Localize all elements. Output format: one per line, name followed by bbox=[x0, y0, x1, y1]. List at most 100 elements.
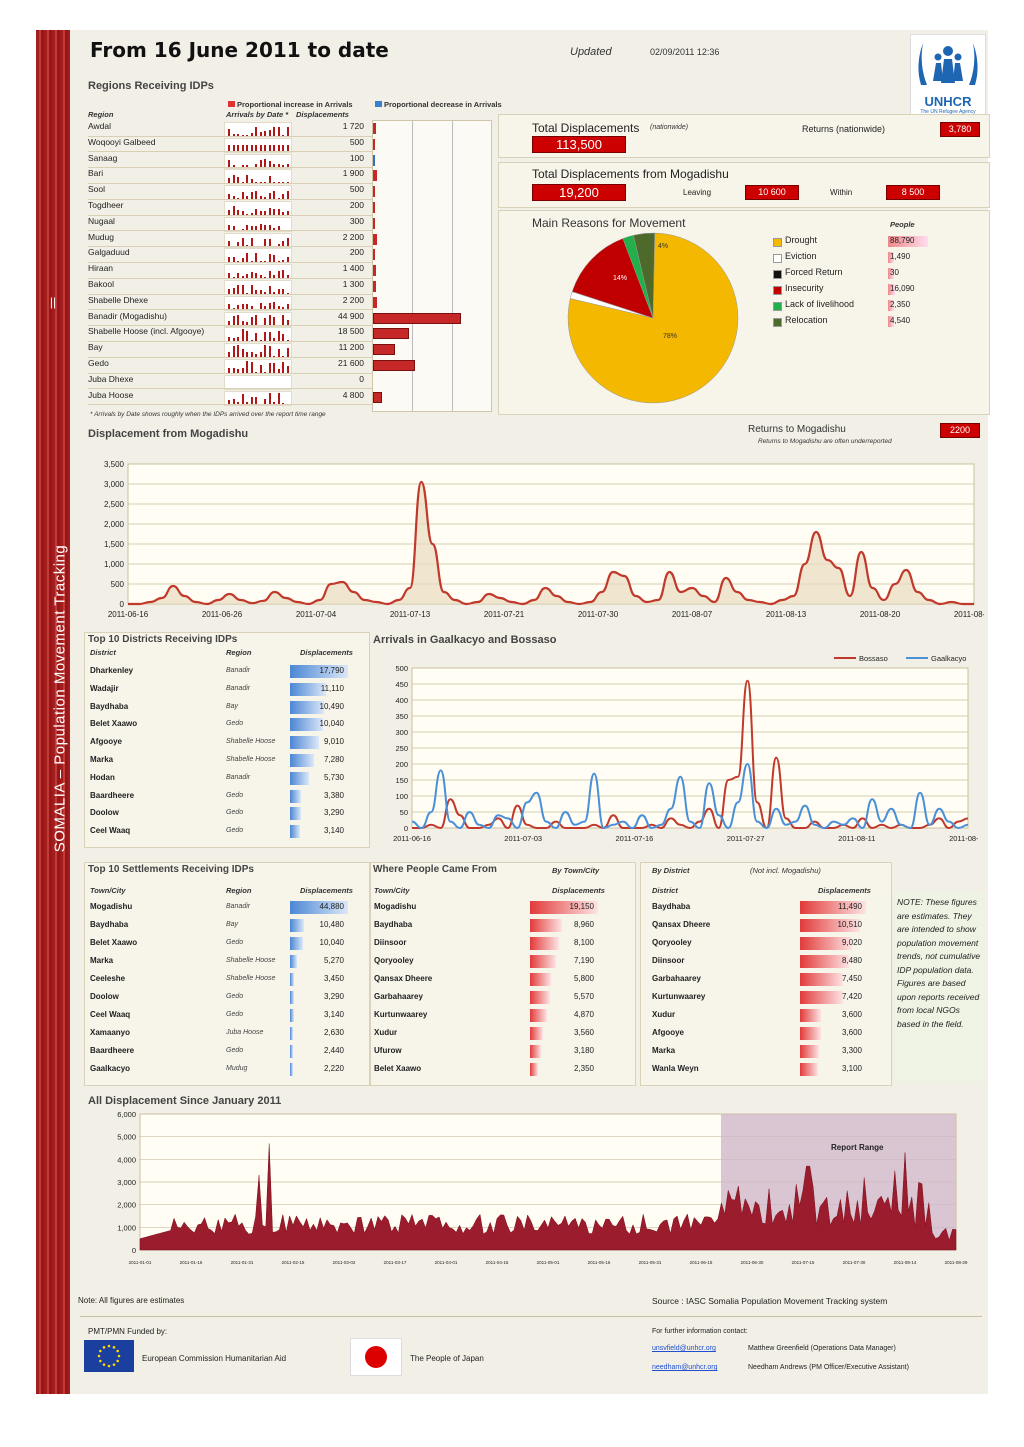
sparkline-bar bbox=[282, 334, 284, 342]
table-row-bar bbox=[290, 1027, 294, 1040]
contact-email-2[interactable]: needham@unhcr.org bbox=[652, 1364, 718, 1371]
table-row-name: Kurtunwaarey bbox=[652, 992, 706, 1001]
table-row-bar bbox=[530, 937, 559, 950]
x-tick-label: 2011-07-03 bbox=[504, 834, 542, 843]
sparkline-bar bbox=[246, 144, 248, 152]
x-tick-label: 2011-08-11 bbox=[838, 834, 875, 843]
y-tick-label: 100 bbox=[395, 792, 408, 801]
table-row-bar bbox=[290, 736, 320, 750]
ts-col1: Town/City bbox=[90, 886, 126, 895]
y-tick-label: 200 bbox=[395, 760, 408, 769]
region-sparkline bbox=[224, 295, 292, 311]
contact-email-1[interactable]: unsvfield@unhcr.org bbox=[652, 1345, 716, 1352]
sparkline-bar bbox=[232, 368, 235, 373]
sparkline-bar bbox=[282, 307, 284, 310]
y-tick-label: 2,000 bbox=[117, 1201, 136, 1210]
region-sparkline bbox=[224, 390, 292, 406]
region-sparkline bbox=[224, 185, 292, 201]
sparkline-bar bbox=[228, 144, 230, 152]
y-tick-label: 2,500 bbox=[104, 500, 125, 509]
sparkline-bar bbox=[286, 347, 289, 358]
table-row-value: 8,480 bbox=[841, 956, 862, 965]
region-sparkline bbox=[224, 248, 292, 264]
region-displacements: 11 200 bbox=[338, 342, 364, 353]
table-row-value: 8,960 bbox=[573, 920, 594, 929]
sparkline-bar bbox=[268, 331, 271, 342]
td-col1: District bbox=[90, 648, 116, 657]
region-displacements: 300 bbox=[349, 215, 364, 226]
report-range-label: Report Range bbox=[831, 1143, 884, 1152]
table-row-value: 9,010 bbox=[323, 737, 344, 747]
total-value: 113,500 bbox=[532, 136, 626, 153]
table-row-bar bbox=[290, 919, 304, 932]
table-row-value: 2,630 bbox=[323, 1028, 344, 1037]
eu-star-icon bbox=[102, 1346, 106, 1349]
region-displacements: 200 bbox=[349, 247, 364, 258]
sparkline-bar bbox=[264, 331, 266, 342]
table-row-bar bbox=[800, 1027, 821, 1040]
region-name: Mudug bbox=[88, 231, 114, 242]
y-tick-label: 3,500 bbox=[104, 460, 125, 469]
table-row-name: Diinsoor bbox=[652, 956, 685, 965]
top-settlements-panel bbox=[84, 862, 370, 1086]
region-bar bbox=[373, 249, 375, 261]
sparkline-bar bbox=[250, 260, 253, 263]
footer-divider bbox=[80, 1316, 982, 1317]
by-district-note: (Not incl. Mogadishu) bbox=[750, 866, 821, 875]
table-row-bar bbox=[530, 991, 550, 1004]
sparkline-bar bbox=[250, 144, 253, 152]
funder-eu: European Commission Humanitarian Aid bbox=[142, 1354, 287, 1363]
region-sparkline bbox=[224, 359, 292, 374]
sparkline-bar bbox=[228, 288, 230, 294]
y-tick-label: 400 bbox=[395, 696, 408, 705]
region-sparkline bbox=[224, 137, 292, 153]
region-name: Nugaal bbox=[88, 215, 115, 226]
sparkline-bar bbox=[237, 242, 239, 247]
sparkline-bar bbox=[241, 257, 244, 263]
sparkline-bar bbox=[228, 257, 230, 263]
footer-source: Source : IASC Somalia Population Movemen… bbox=[652, 1296, 888, 1306]
sparkline-bar bbox=[264, 345, 266, 358]
y-tick-label: 350 bbox=[395, 712, 408, 721]
sparkline-bar bbox=[277, 181, 280, 184]
within-label: Within bbox=[830, 188, 853, 197]
sparkline-bar bbox=[268, 363, 271, 373]
contact-title: For further information contact: bbox=[652, 1328, 748, 1335]
table-row-name: Belet Xaawo bbox=[374, 1064, 422, 1073]
sparkline-bar bbox=[259, 364, 262, 373]
sparkline-bar bbox=[268, 192, 271, 200]
y-tick-label: 1,500 bbox=[104, 540, 125, 549]
table-row-bar bbox=[800, 1009, 821, 1022]
legend-value-bar bbox=[888, 284, 896, 295]
sparkline-bar bbox=[259, 274, 262, 279]
sparkline-bar bbox=[282, 270, 284, 279]
table-row-name: Qansax Dheere bbox=[374, 974, 433, 983]
sparkline-bar bbox=[237, 285, 239, 294]
sparkline-bar bbox=[268, 271, 271, 279]
table-row-name: Doolow bbox=[90, 992, 119, 1001]
legend-value-bar bbox=[888, 236, 928, 247]
sparkline-bar bbox=[241, 210, 244, 215]
legend-label: Relocation bbox=[785, 315, 828, 325]
plot-area bbox=[127, 463, 975, 605]
sparkline-bar bbox=[264, 210, 266, 215]
sparkline-bar bbox=[237, 369, 239, 373]
cf-col2: Displacements bbox=[552, 886, 605, 895]
x-tick-label: 2011-07-21 bbox=[484, 610, 525, 619]
leaving-label: Leaving bbox=[683, 188, 712, 197]
x-tick-label: 2011-06-26 bbox=[202, 610, 243, 619]
legend-swatch bbox=[773, 238, 782, 247]
sparkline-bar bbox=[264, 371, 266, 373]
table-row-value: 10,490 bbox=[319, 701, 344, 711]
region-name: Bakool bbox=[88, 279, 114, 289]
region-bar bbox=[373, 202, 375, 213]
table-row-region: Gedo bbox=[226, 827, 244, 835]
table-row-name: Marka bbox=[90, 755, 114, 764]
sparkline-bar bbox=[255, 164, 257, 168]
region-name: Galgaduud bbox=[88, 247, 130, 258]
sparkline-bar bbox=[246, 330, 248, 342]
sparkline-bar bbox=[277, 330, 280, 342]
sparkline-bar bbox=[268, 129, 271, 136]
eu-star-icon bbox=[116, 1359, 119, 1363]
region-displacements: 1 400 bbox=[342, 263, 364, 274]
